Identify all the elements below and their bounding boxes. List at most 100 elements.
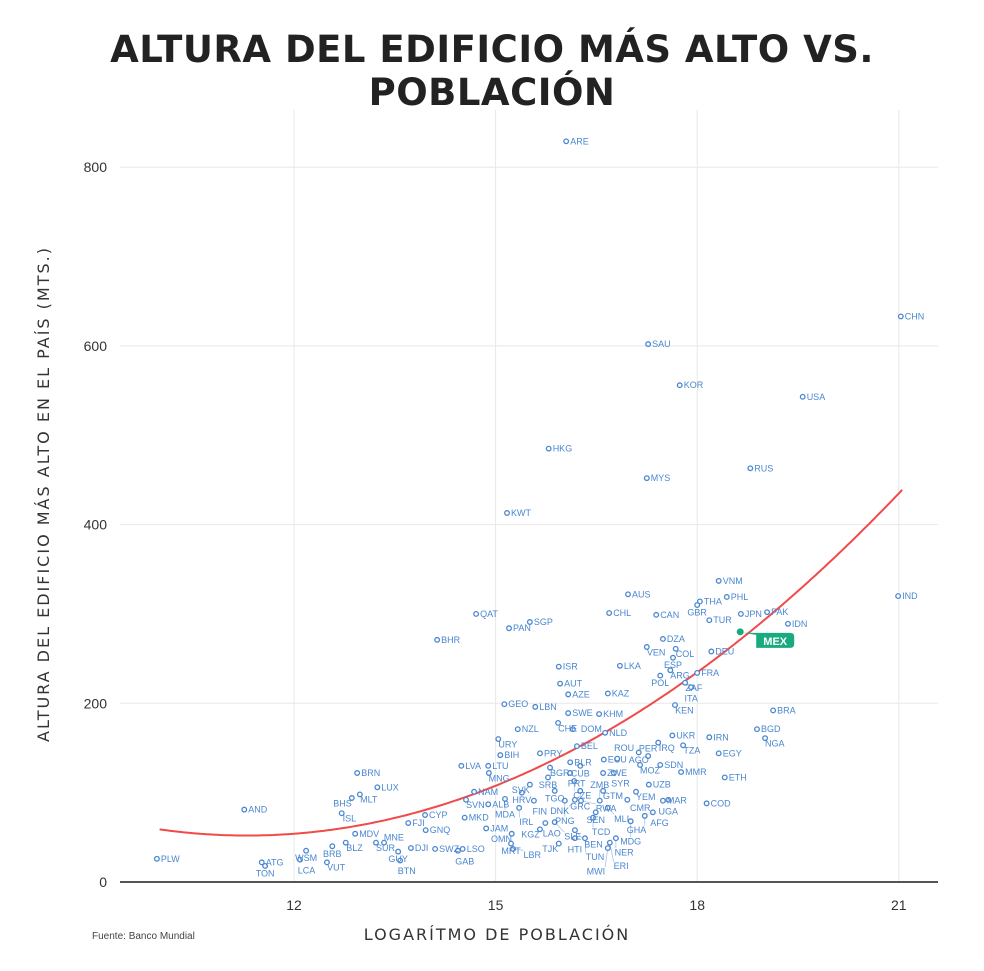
point-moz (637, 762, 644, 768)
point-label-jam: JAM (490, 823, 508, 833)
point-kgz (537, 826, 543, 833)
point-label-tjk: TJK (542, 844, 558, 854)
y-tick-label: 600 (84, 338, 108, 354)
point-label-isl: ISL (343, 814, 357, 824)
point-plw (153, 855, 160, 862)
point-label-irq: IRQ (659, 743, 675, 753)
x-tick-label: 18 (689, 897, 705, 913)
point-rus (747, 465, 754, 472)
point-uzb (645, 781, 652, 788)
point-label-ury: URY (498, 739, 517, 749)
point-isl (338, 810, 345, 817)
point-label-syr: SYR (611, 779, 630, 789)
point-label-brb: BRB (323, 849, 342, 859)
point-label-swz: SWZ (439, 844, 459, 854)
points (153, 138, 904, 869)
point-label-ton: TON (256, 868, 275, 878)
point-label-bih: BIH (504, 750, 519, 760)
source-note: Fuente: Banco Mundial (92, 931, 195, 942)
point-ury (495, 736, 502, 742)
point-ind (895, 593, 902, 600)
point-bra (770, 707, 777, 714)
point-label-che: CHE (558, 723, 577, 733)
point-label-gab: GAB (455, 856, 474, 866)
point-label-uzb: UZB (653, 780, 671, 790)
point-label-aus: AUS (632, 589, 651, 599)
point-label-mne: MNE (384, 832, 404, 842)
point-label-bhr: BHR (441, 635, 461, 645)
point-label-tgo: TGO (545, 793, 565, 803)
point-tgo (551, 787, 558, 794)
point-label-lux: LUX (381, 782, 399, 792)
point-label-fra: FRA (701, 668, 719, 678)
point-label-chl: CHL (613, 608, 631, 618)
point-svn (463, 796, 469, 803)
point-fji (405, 820, 412, 826)
point-label-sen: SEN (587, 815, 606, 825)
point-label-ita: ITA (685, 694, 698, 704)
point-label-prt: PRT (568, 779, 586, 789)
point-label-lka: LKA (624, 661, 641, 671)
point-label-svn: SVN (466, 800, 485, 810)
point-mmr (678, 769, 685, 776)
point-label-mlt: MLT (360, 795, 378, 805)
point-blr (567, 759, 574, 766)
point-label-hti: HTI (568, 845, 583, 855)
point-label-atg: ATG (266, 857, 284, 867)
point-lao (542, 820, 549, 826)
point-tur (706, 617, 713, 624)
point-dji (407, 845, 414, 851)
point-lbr (510, 845, 517, 852)
point-cod (703, 800, 710, 807)
point-label-nld: NLD (609, 728, 628, 738)
point-mkd (461, 814, 468, 821)
point-label-usa: USA (807, 392, 826, 402)
point-label-lso: LSO (467, 844, 485, 854)
point-label-irn: IRN (713, 732, 729, 742)
point-sur (373, 839, 379, 846)
point-alb (485, 801, 492, 808)
point-cze (571, 778, 578, 784)
point-lva (458, 762, 465, 769)
point-label-phl: PHL (731, 592, 749, 602)
point-hti (571, 835, 578, 842)
point-label-blr: BLR (574, 757, 592, 767)
point-label-vnm: VNM (723, 576, 743, 586)
point-geo (501, 701, 508, 708)
point-ton (262, 862, 269, 869)
point-label-lca: LCA (298, 865, 316, 875)
point-kor (676, 382, 683, 389)
point-zmb (596, 797, 603, 804)
point-label-can: CAN (660, 610, 679, 620)
point-label-rwa: RWA (596, 804, 617, 814)
point-sen (592, 809, 599, 816)
point-gtm (600, 787, 607, 794)
point-ken (672, 702, 678, 709)
point-label-bra: BRA (777, 705, 796, 715)
point-label-mmr: MMR (685, 767, 707, 777)
point-label-btn: BTN (398, 866, 416, 876)
point-pan (506, 625, 512, 632)
point-tjk (555, 840, 562, 847)
point-labels: MEX ARE CHN SAU USA KOR HKG RUS MYS KWT VNM AUS IND T… (161, 136, 924, 878)
point-mrt (508, 840, 515, 847)
point-label-aut: AUT (564, 679, 583, 689)
point-lka (616, 662, 623, 669)
y-tick-label: 400 (84, 517, 108, 533)
x-tick-label: 12 (286, 897, 302, 913)
point-uga (665, 796, 672, 803)
point-dza (659, 636, 666, 642)
point-label-dji: DJI (415, 843, 429, 853)
point-label-ecu: ECU (608, 755, 627, 765)
point-irl (516, 804, 523, 811)
point-mar (659, 797, 666, 804)
point-bhr (434, 636, 441, 643)
point-arg (667, 667, 674, 674)
point-ben (571, 827, 578, 834)
point-label-dnk: DNK (550, 806, 569, 816)
x-tick-label: 21 (891, 897, 907, 913)
point-label-bgd: BGD (761, 724, 781, 734)
point-label-pan: PAN (513, 623, 531, 633)
point-label-hkg: HKG (553, 444, 573, 454)
point-label-gbr: GBR (687, 608, 707, 618)
